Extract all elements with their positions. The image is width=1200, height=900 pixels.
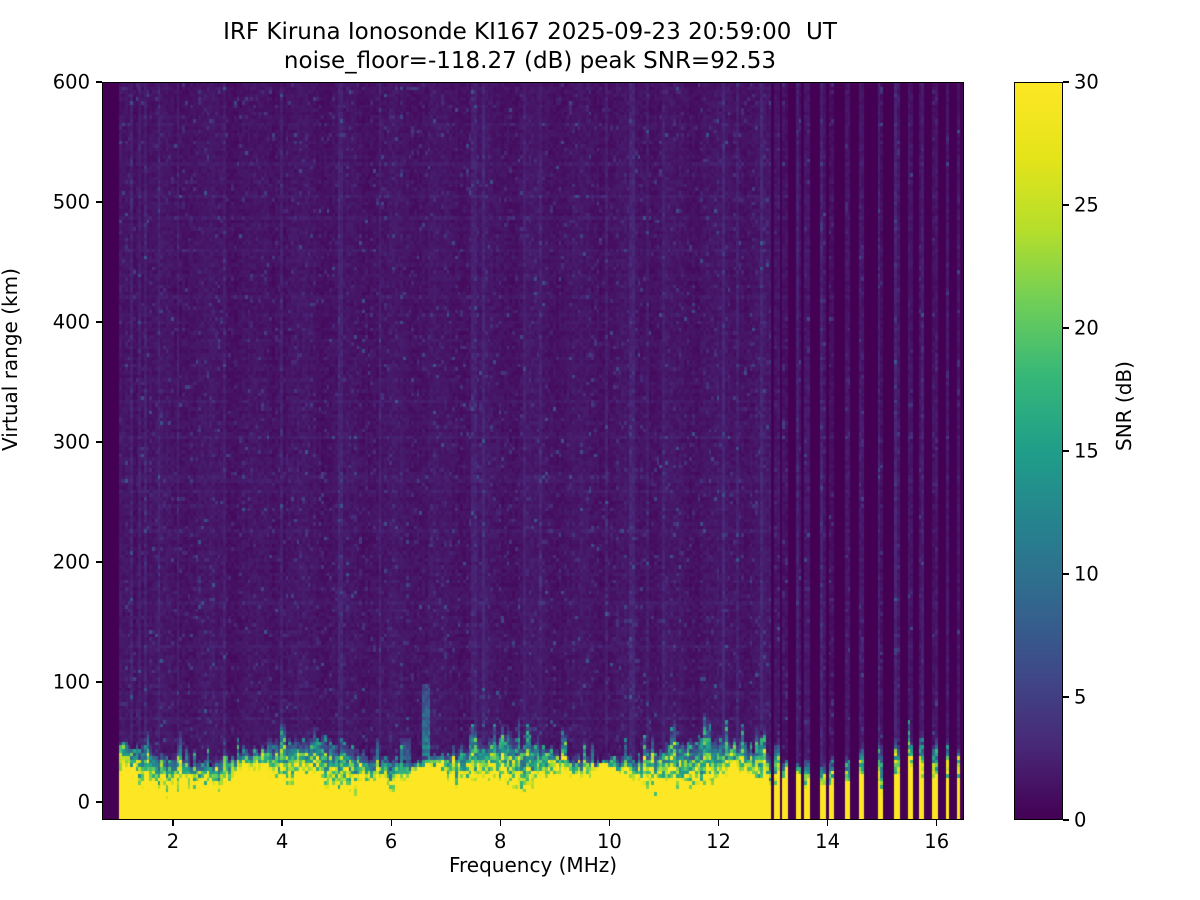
y-tick-label: 400 xyxy=(52,310,90,334)
y-tick-mark xyxy=(96,81,102,83)
x-tick-mark xyxy=(390,820,392,826)
x-tick-mark xyxy=(717,820,720,826)
x-tick-label: 8 xyxy=(494,830,507,853)
colorbar-tick-mark xyxy=(1063,204,1069,206)
title-line-2: noise_floor=-118.27 (dB) peak SNR=92.53 xyxy=(283,48,777,75)
colorbar-tick-label: 0 xyxy=(1074,808,1087,832)
x-axis-label: Frequency (MHz) xyxy=(448,853,618,877)
y-tick-mark xyxy=(96,681,102,683)
figure-title: IRF Kiruna Ionosonde KI167 2025-09-23 20… xyxy=(0,18,1060,77)
x-tick-mark xyxy=(608,820,611,826)
y-axis-label: Virtual range (km) xyxy=(0,268,22,451)
colorbar-tick-label: 30 xyxy=(1074,70,1099,94)
title-line-1: IRF Kiruna Ionosonde KI167 2025-09-23 20… xyxy=(223,19,837,45)
y-tick-label: 200 xyxy=(52,550,90,574)
x-tick-mark xyxy=(281,820,283,826)
x-tick-label: 10 xyxy=(596,830,622,853)
y-tick-mark xyxy=(96,201,102,203)
y-tick-label: 0 xyxy=(77,790,90,814)
colorbar-label: SNR (dB) xyxy=(1112,361,1136,451)
colorbar-tick-mark xyxy=(1063,81,1069,83)
x-tick-label: 12 xyxy=(706,830,731,853)
y-tick-label: 600 xyxy=(52,70,90,94)
colorbar-tick-label: 10 xyxy=(1074,562,1099,586)
x-tick-label: 14 xyxy=(815,830,841,853)
colorbar-tick-mark xyxy=(1063,450,1069,452)
x-tick-label: 4 xyxy=(275,830,289,853)
colorbar-tick-label: 25 xyxy=(1074,193,1099,217)
x-tick-mark xyxy=(499,820,501,826)
colorbar-tick-label: 20 xyxy=(1074,316,1099,340)
colorbar[interactable] xyxy=(1014,82,1063,820)
x-tick-mark xyxy=(936,820,938,826)
ionogram-plot-area[interactable] xyxy=(102,82,964,820)
y-tick-label: 500 xyxy=(52,190,90,214)
y-tick-mark xyxy=(96,561,102,563)
x-tick-mark xyxy=(172,820,174,826)
x-tick-label: 16 xyxy=(924,830,950,853)
x-tick-label: 2 xyxy=(166,830,180,853)
colorbar-tick-label: 5 xyxy=(1074,685,1087,709)
y-tick-mark xyxy=(96,441,102,443)
y-tick-label: 300 xyxy=(52,430,90,454)
colorbar-tick-mark xyxy=(1063,327,1069,329)
ionogram-heatmap[interactable] xyxy=(103,83,963,819)
colorbar-tick-mark xyxy=(1063,573,1069,575)
y-tick-label: 100 xyxy=(52,670,90,694)
x-tick-mark xyxy=(826,820,829,826)
colorbar-gradient xyxy=(1015,83,1062,819)
y-tick-mark xyxy=(96,801,102,803)
y-tick-mark xyxy=(96,321,102,323)
colorbar-tick-mark xyxy=(1063,819,1069,821)
colorbar-tick-mark xyxy=(1063,696,1069,698)
x-tick-label: 6 xyxy=(384,830,398,853)
colorbar-tick-label: 15 xyxy=(1074,439,1099,463)
